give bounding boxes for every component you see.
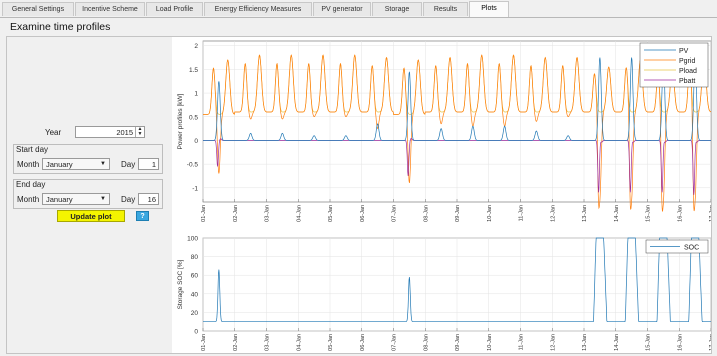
year-value: 2015 [116, 128, 133, 137]
tab-results[interactable]: Results [423, 2, 468, 16]
x-tick-label: 09-Jan [455, 334, 461, 351]
x-tick-label: 10-Jan [487, 205, 493, 222]
y-axis-label: Power profiles [kW] [177, 93, 184, 149]
x-tick-label: 11-Jan [519, 205, 525, 221]
x-tick-label: 14-Jan [614, 205, 620, 222]
start-month-label: Month [17, 160, 40, 169]
y-tick-label: 2 [194, 43, 198, 50]
x-tick-label: 04-Jan [296, 205, 302, 222]
start-day-value: 1 [151, 160, 156, 169]
chevron-down-icon: ▼ [100, 196, 106, 202]
y-tick-label: 0 [194, 329, 198, 336]
y-tick-label: -0.5 [187, 162, 199, 169]
x-tick-label: 10-Jan [487, 334, 493, 351]
x-tick-label: 05-Jan [328, 205, 334, 222]
x-tick-label: 15-Jan [646, 205, 652, 222]
y-tick-label: 100 [187, 236, 198, 243]
x-tick-label: 01-Jan [201, 205, 207, 222]
x-tick-label: 04-Jan [296, 334, 302, 351]
series-line-pv [203, 55, 711, 141]
page-title: Examine time profiles [10, 21, 111, 33]
series-line-pgrid [203, 54, 712, 212]
tab-bar: General Settings Incentive Scheme Load Pro… [0, 0, 717, 18]
content-frame [6, 36, 712, 354]
y-tick-label: 40 [191, 291, 199, 298]
tab-incentive-scheme[interactable]: Incentive Scheme [75, 2, 145, 16]
tab-load-profile[interactable]: Load Profile [146, 2, 203, 16]
x-tick-label: 09-Jan [455, 205, 461, 222]
plot-panel: -1 -0.5 0 0.5 1 1.5 2 01-Jan 02-Jan 03-Jan 04-Jan 0… [172, 37, 715, 353]
x-tick-label: 16-Jan [677, 205, 683, 222]
x-tick-label: 06-Jan [360, 205, 366, 222]
x-tick-label: 03-Jan [265, 334, 271, 351]
end-day-group [13, 179, 163, 209]
chevron-down-icon: ▼ [100, 161, 106, 167]
y-axis-label: Storage SOC [%] [177, 259, 184, 309]
year-label: Year [45, 128, 62, 137]
legend-label: Pbatt [679, 78, 695, 85]
x-tick-label: 07-Jan [392, 334, 398, 351]
start-month-value: January [46, 160, 73, 169]
tab-general-settings[interactable]: General Settings [2, 2, 74, 16]
end-day-input[interactable]: 16 [138, 193, 159, 205]
legend-label: PV [679, 48, 689, 55]
help-button[interactable]: ? [136, 211, 149, 221]
x-tick-label: 07-Jan [392, 205, 398, 222]
tab-plots[interactable]: Plots [469, 1, 509, 17]
end-month-select[interactable]: January ▼ [42, 193, 110, 205]
x-tick-label: 06-Jan [360, 334, 366, 351]
x-tick-label: 05-Jan [328, 334, 334, 351]
legend-label: Pload [679, 68, 697, 75]
y-tick-label: 1.5 [189, 67, 198, 74]
x-tick-label: 03-Jan [265, 205, 271, 222]
end-group-label: End day [16, 180, 46, 189]
legend-label: Pgrid [679, 58, 695, 65]
end-day-value: 16 [147, 195, 156, 204]
start-group-label: Start day [16, 145, 49, 154]
x-tick-label: 17-Jan [709, 205, 711, 222]
x-tick-label: 13-Jan [582, 334, 588, 351]
x-tick-label: 15-Jan [646, 334, 652, 351]
x-tick-label: 01-Jan [201, 334, 207, 351]
start-month-select[interactable]: January ▼ [42, 158, 110, 170]
start-day-group [13, 144, 163, 174]
end-month-label: Month [17, 195, 40, 204]
x-tick-label: 14-Jan [614, 334, 620, 351]
end-day-label: Day [121, 195, 136, 204]
x-tick-label: 12-Jan [550, 205, 556, 222]
x-tick-label: 17-Jan [709, 334, 711, 351]
legend-box [639, 42, 709, 88]
x-tick-label: 02-Jan [233, 205, 239, 222]
start-day-label: Day [121, 160, 136, 169]
year-spinner[interactable]: ▲ ▼ [135, 127, 144, 137]
series-line-soc [203, 237, 711, 323]
end-month-value: January [46, 195, 73, 204]
start-day-input[interactable]: 1 [138, 158, 159, 170]
update-plot-button[interactable]: Update plot [57, 210, 125, 222]
x-tick-label: 12-Jan [550, 334, 556, 351]
charts-svg: -1 -0.5 0 0.5 1 1.5 2 01-Jan 02-Jan 03-Jan 04-Jan 0… [177, 40, 715, 351]
y-tick-label: 80 [191, 254, 199, 261]
tab-energy-efficiency-measures[interactable]: Energy Efficiency Measures [204, 2, 312, 16]
x-tick-label: 08-Jan [423, 334, 429, 351]
x-tick-label: 08-Jan [423, 205, 429, 222]
y-tick-label: 0 [194, 138, 198, 145]
x-tick-label: 16-Jan [677, 334, 683, 351]
y-tick-label: 20 [191, 310, 199, 317]
y-tick-label: 60 [191, 273, 199, 280]
year-input[interactable]: 2015 ▲ ▼ [75, 126, 145, 138]
y-tick-label: 1 [194, 91, 198, 98]
legend-label: SOC [684, 245, 699, 252]
tab-storage[interactable]: Storage [372, 2, 422, 16]
x-tick-label: 02-Jan [233, 334, 239, 351]
tab-pv-generator[interactable]: PV generator [313, 2, 371, 16]
x-tick-label: 13-Jan [582, 205, 588, 222]
x-tick-label: 11-Jan [519, 334, 525, 350]
y-tick-label: -1 [192, 185, 198, 192]
y-tick-label: 0.5 [189, 114, 198, 121]
